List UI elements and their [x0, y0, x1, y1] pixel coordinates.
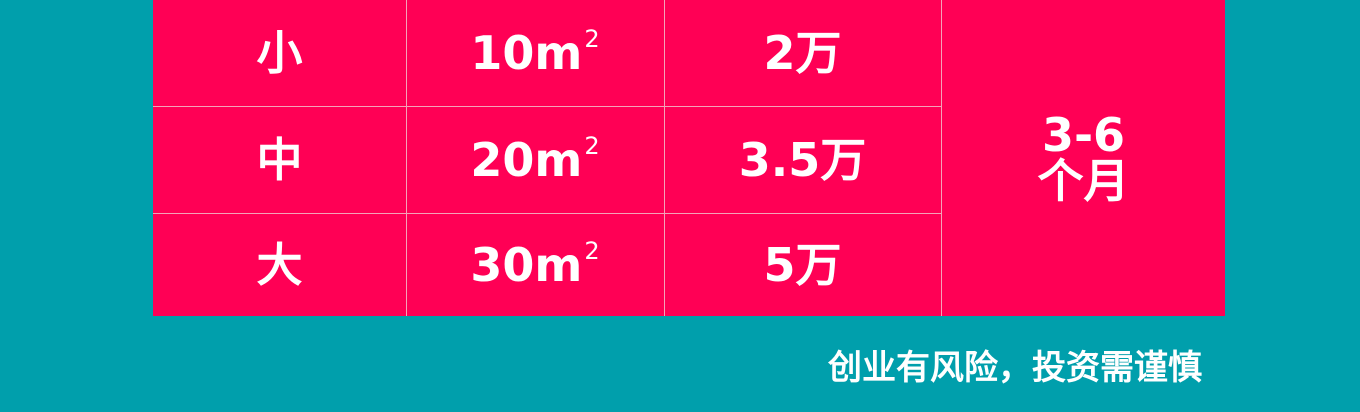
column-divider [406, 0, 407, 316]
cost-cell: 5万 [664, 214, 941, 316]
row-divider [153, 213, 941, 214]
size-cell: 小 [153, 0, 406, 106]
cost-value: 3.5万 [738, 133, 867, 187]
cost-value: 2万 [763, 26, 842, 80]
area-value: 30m [470, 238, 583, 292]
area-value: 10m [470, 26, 583, 80]
row-divider [153, 106, 941, 107]
area-cell: 20m 2 [406, 107, 664, 213]
area-value: 20m [470, 133, 583, 187]
cost-cell: 3.5万 [664, 107, 941, 213]
duration-cell: 3-6 个月 [942, 0, 1225, 316]
area-cell: 30m 2 [406, 214, 664, 316]
column-divider [941, 0, 942, 316]
duration-range: 3-6 [1041, 108, 1126, 162]
size-label: 中 [256, 133, 303, 187]
risk-warning: 创业有风险，投资需谨慎 [828, 348, 1202, 388]
area-unit-exponent: 2 [584, 132, 600, 160]
cost-cell: 2万 [664, 0, 941, 106]
size-cell: 大 [153, 214, 406, 316]
size-cell: 中 [153, 107, 406, 213]
column-divider [664, 0, 665, 316]
investment-table: 小 10m 2 2万 中 20m 2 3.5万 大 30m 2 5万 3-6 个月 [153, 0, 1225, 316]
duration-unit: 个月 [1037, 154, 1130, 208]
area-unit-exponent: 2 [584, 25, 600, 53]
size-label: 小 [256, 26, 303, 80]
area-cell: 10m 2 [406, 0, 664, 106]
size-label: 大 [256, 238, 303, 292]
cost-value: 5万 [763, 238, 842, 292]
area-unit-exponent: 2 [584, 237, 600, 265]
